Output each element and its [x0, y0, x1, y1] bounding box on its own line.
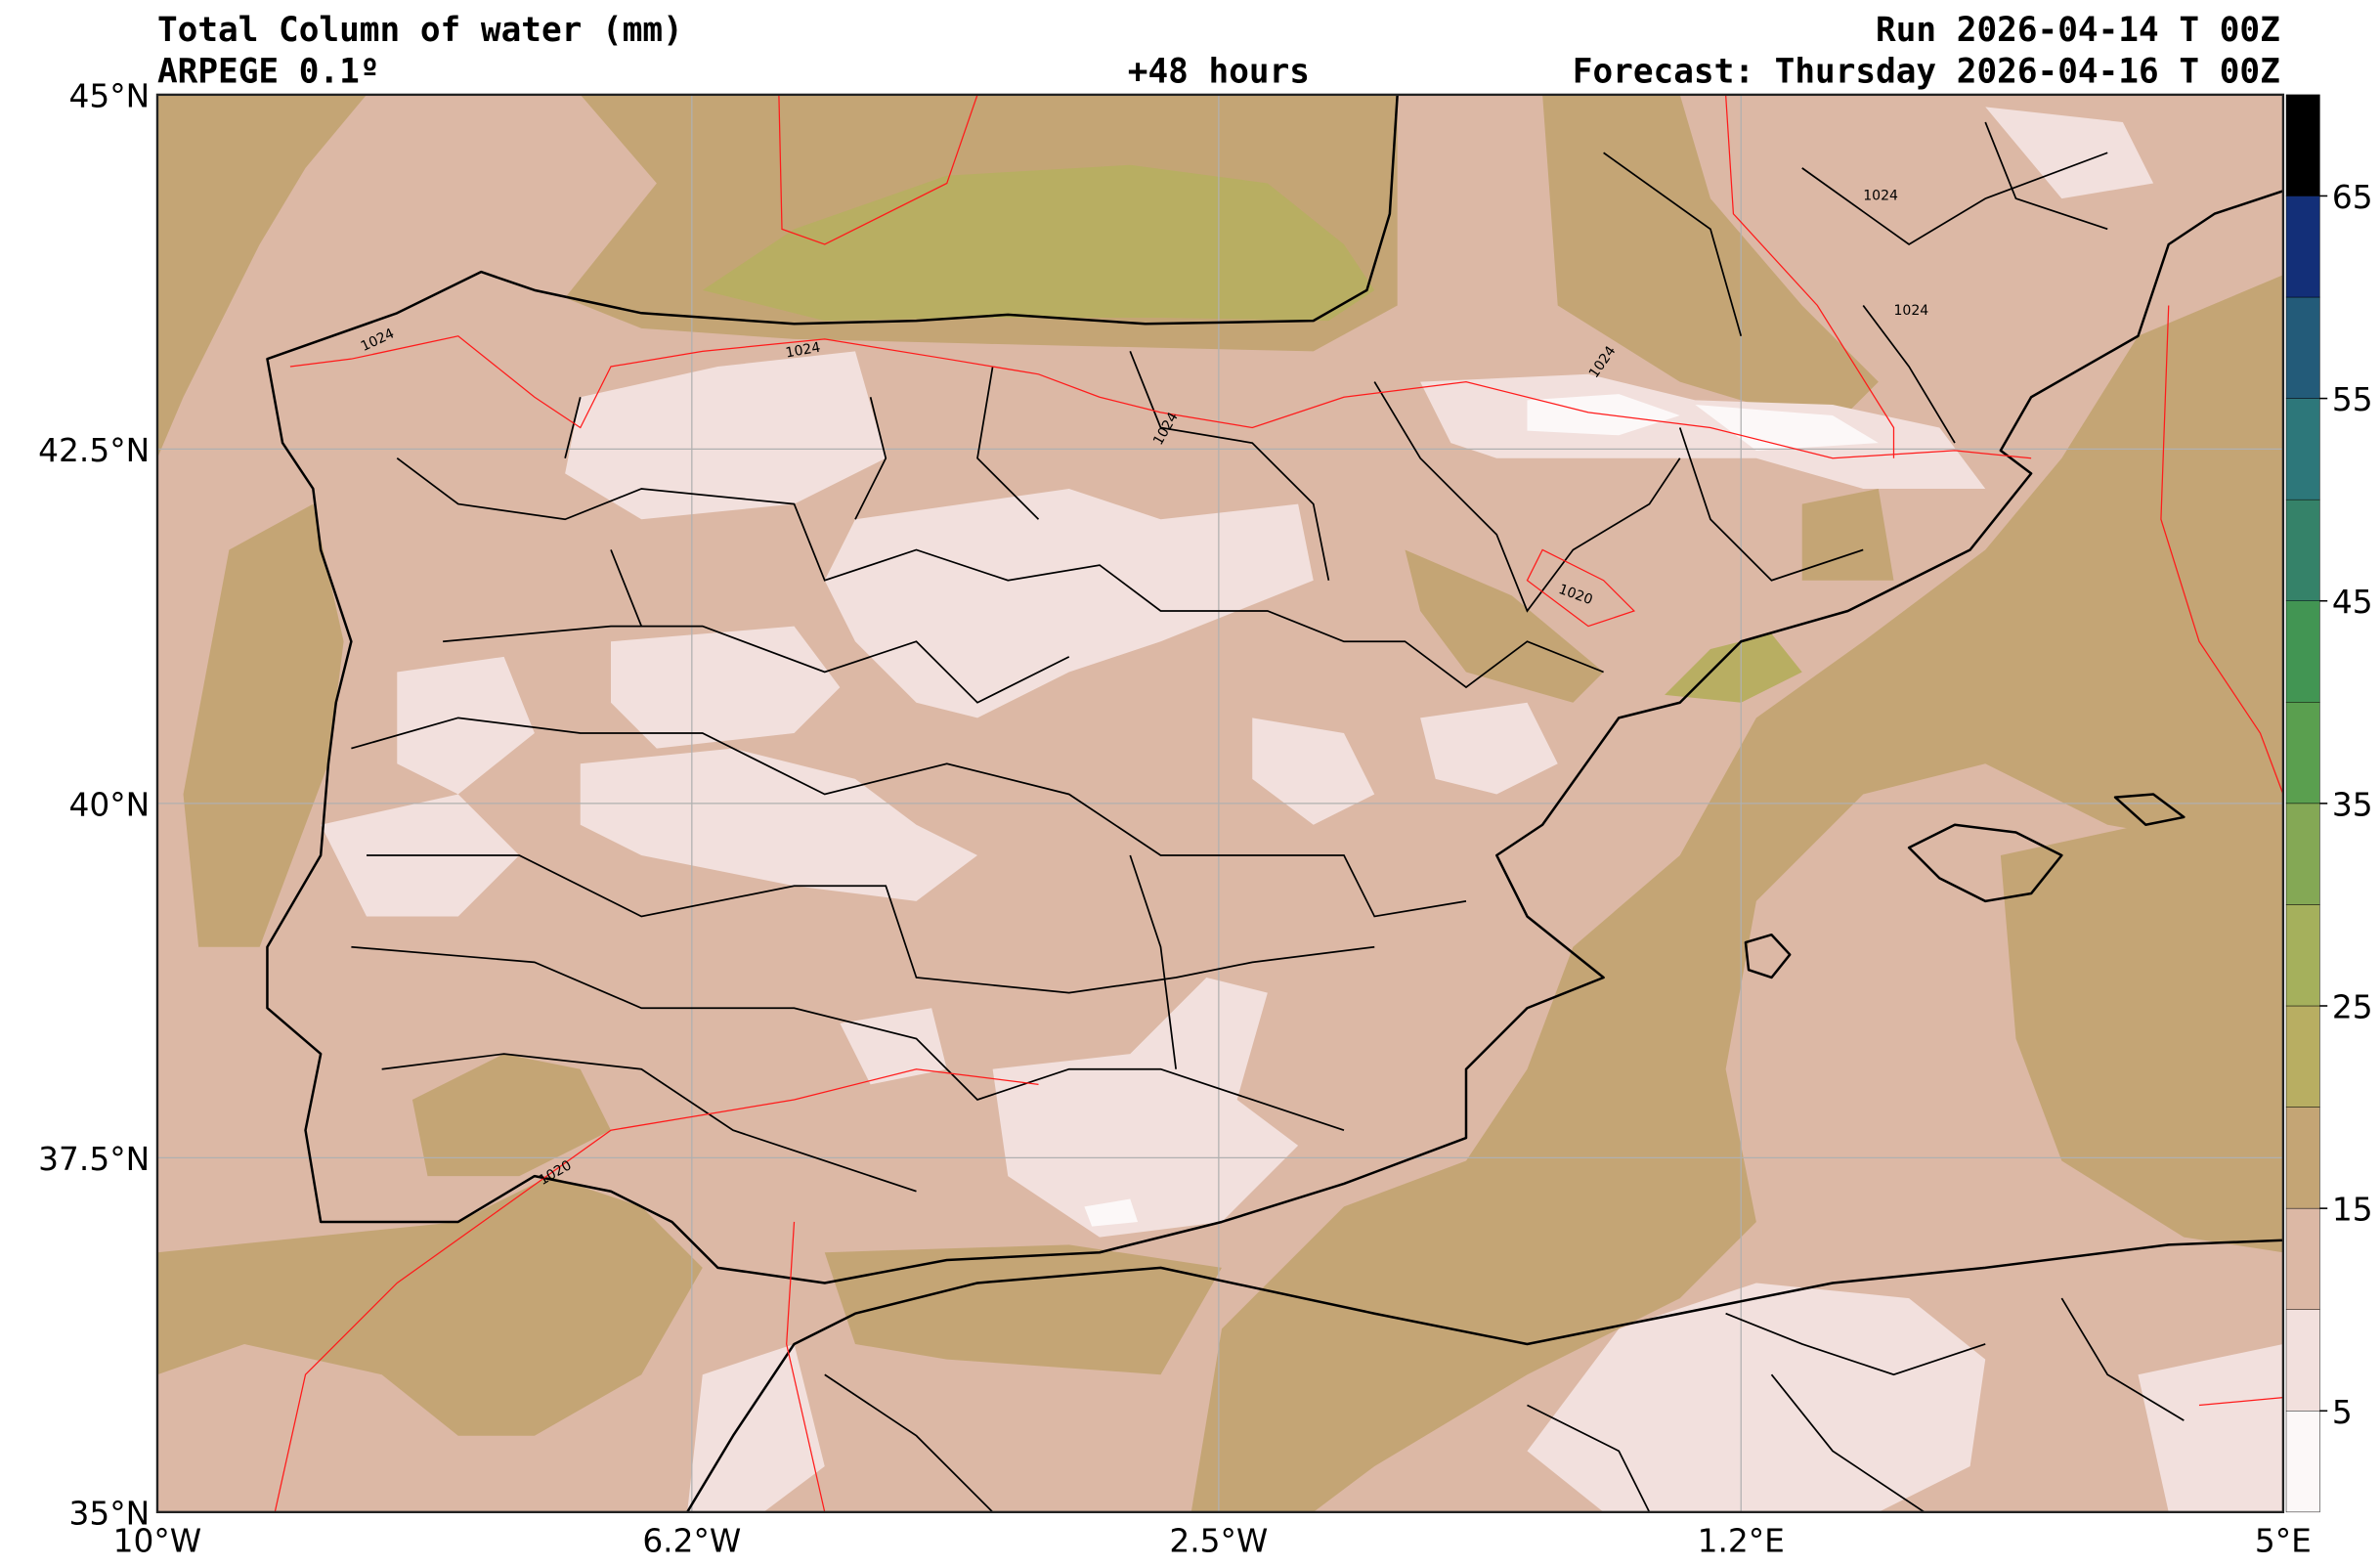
run-label: Run 2026-04-14 T 00Z — [1876, 11, 2280, 50]
colorbar-bin — [2285, 1005, 2320, 1108]
lat-label: 37.5°N — [38, 1141, 150, 1178]
colorbar-label: 45 — [2332, 584, 2373, 621]
lon-label: 10°W — [113, 1522, 202, 1559]
mallorca-coastline — [1907, 823, 2063, 903]
colorbar-label: 55 — [2332, 381, 2373, 418]
colorbar-label: 25 — [2332, 988, 2373, 1025]
lon-label: 5°E — [2255, 1522, 2312, 1559]
lon-label: 1.2°E — [1698, 1522, 1785, 1559]
colorbar-bin — [2285, 904, 2320, 1007]
chart-title: Total Column of water (mm) — [157, 11, 683, 50]
colorbar-label: 5 — [2332, 1394, 2353, 1431]
north-africa-coastline — [686, 1239, 2283, 1512]
colorbar-bin — [2285, 1207, 2320, 1310]
forecast-label: Forecast: Thursday 2026-04-16 T 00Z — [1573, 52, 2280, 91]
colorbar-bin — [2285, 1309, 2320, 1412]
model-label: ARPEGE 0.1º — [157, 52, 380, 91]
region-borders — [351, 121, 2185, 1512]
colorbar-bin — [2285, 1411, 2320, 1513]
lat-label: 45°N — [68, 77, 150, 114]
colorbar-label: 65 — [2332, 179, 2373, 216]
colorbar-bin — [2285, 1107, 2320, 1209]
lon-label: 2.5°W — [1169, 1522, 1268, 1559]
lon-label: 6.2°W — [642, 1522, 741, 1559]
isobar-label: 1024 — [1863, 189, 1898, 204]
tcw-field-15-20 — [156, 94, 2283, 1512]
tcw-field-20-25 — [702, 164, 1802, 703]
isobar-label: 1024 — [1893, 303, 1928, 319]
lat-label: 42.5°N — [38, 432, 150, 469]
lat-label: 35°N — [68, 1495, 150, 1532]
iberia-coastline — [266, 94, 2283, 1284]
colorbar-bin — [2285, 803, 2320, 905]
lat-label: 40°N — [68, 786, 150, 823]
map-area: 1024 1024 1024 1024 1024 1020 1020 1024 — [156, 94, 2283, 1512]
colorbar-label: 15 — [2332, 1192, 2373, 1229]
tcw-field-5-10 — [321, 107, 2283, 1512]
lat-axis: 45°N 42.5°N 40°N 37.5°N 35°N — [38, 77, 150, 1532]
colorbar: 5 15 25 35 45 55 65 — [2285, 94, 2373, 1513]
ibiza-coastline — [1744, 933, 1792, 979]
colorbar-bin — [2285, 94, 2320, 196]
isobar-label: 1024 — [785, 340, 822, 362]
map-frame — [155, 93, 2285, 1514]
gridlines — [156, 94, 2283, 1512]
lead-time-label: +48 hours — [1128, 52, 1310, 91]
menorca-coastline — [2113, 793, 2185, 826]
lon-axis: 10°W 6.2°W 2.5°W 1.2°E 5°E — [113, 1522, 2312, 1559]
colorbar-label: 35 — [2332, 786, 2373, 823]
colorbar-bin — [2285, 600, 2320, 703]
colorbar-bin — [2285, 196, 2320, 298]
colorbar-bin — [2285, 702, 2320, 805]
colorbar-bin — [2285, 398, 2320, 500]
colorbar-bin — [2285, 296, 2320, 399]
colorbar-bin — [2285, 499, 2320, 601]
